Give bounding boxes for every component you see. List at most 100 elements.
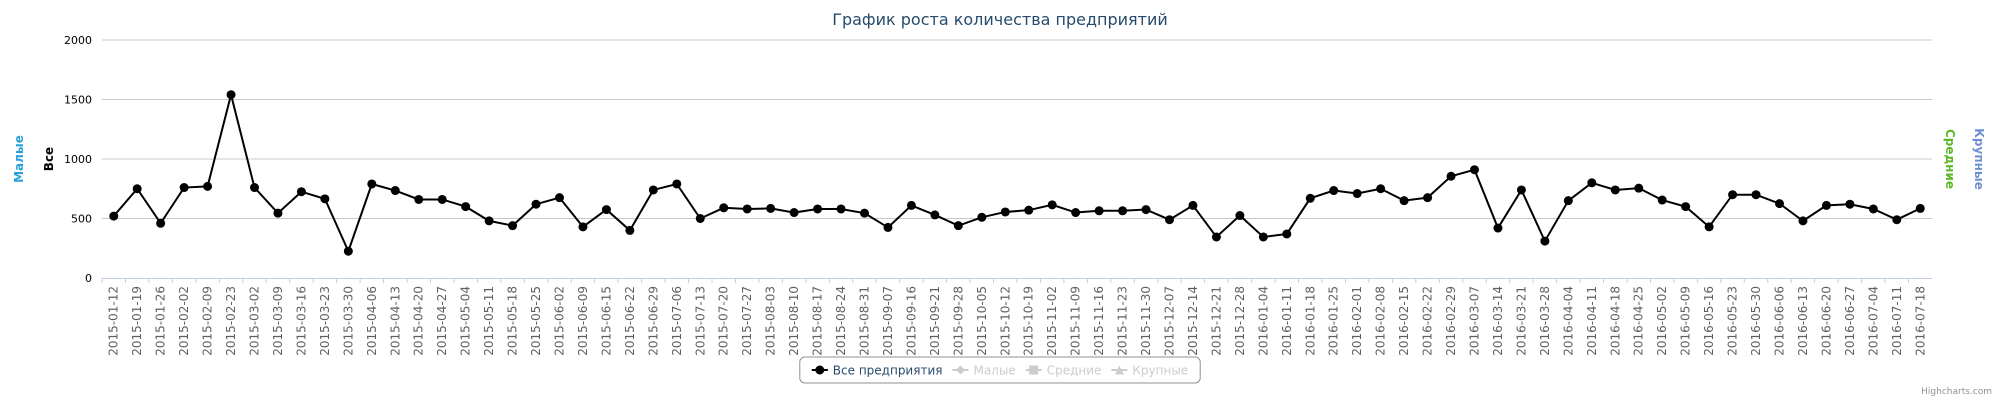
data-point — [977, 212, 987, 222]
x-tick-label: 2015-08-03 — [764, 286, 778, 356]
x-tick-label: 2015-08-17 — [811, 286, 825, 356]
data-point — [109, 211, 119, 221]
x-tick-label: 2015-10-19 — [1022, 286, 1036, 356]
legend-box — [799, 356, 1201, 384]
x-tick-label: 2015-05-04 — [459, 286, 473, 356]
data-point — [860, 208, 869, 218]
x-tick-label: 2015-03-23 — [318, 286, 332, 356]
x-tick-label: 2015-04-20 — [412, 286, 426, 356]
x-tick-label: 2016-01-11 — [1280, 286, 1294, 356]
x-tick-label: 2015-08-31 — [858, 286, 872, 356]
data-point — [132, 184, 142, 194]
x-tick-label: 2016-01-18 — [1303, 286, 1317, 356]
x-tick-label: 2015-03-30 — [341, 286, 355, 356]
x-tick-label: 2016-01-25 — [1327, 286, 1341, 356]
y-axis-title: Крупные — [1972, 128, 1986, 190]
x-tick-label: 2015-05-18 — [506, 286, 520, 356]
data-point — [1235, 211, 1245, 221]
data-point — [1563, 196, 1573, 206]
x-tick-label: 2015-01-26 — [154, 286, 168, 356]
data-point — [1634, 183, 1644, 193]
data-point — [1258, 232, 1268, 242]
x-tick-label: 2015-12-21 — [1209, 286, 1223, 356]
data-point — [1845, 199, 1855, 209]
data-point — [1329, 186, 1339, 196]
legend-label: Все предприятия — [833, 364, 943, 378]
data-point — [1681, 202, 1691, 212]
data-point — [953, 221, 963, 231]
data-point — [766, 203, 776, 213]
data-point — [343, 246, 353, 256]
x-tick-label: 2015-11-16 — [1092, 286, 1106, 356]
y-axis-title: Все — [42, 147, 56, 171]
data-point — [296, 187, 306, 197]
data-point — [1047, 200, 1057, 210]
x-tick-label: 2016-06-27 — [1843, 286, 1857, 356]
x-tick-label: 2015-04-27 — [435, 286, 449, 356]
x-tick-label: 2016-03-14 — [1491, 286, 1505, 356]
x-tick-label: 2015-06-09 — [576, 286, 590, 356]
x-tick-label: 2015-12-07 — [1163, 286, 1177, 356]
x-tick-label: 2015-04-06 — [365, 286, 379, 356]
x-tick-label: 2016-05-02 — [1655, 286, 1669, 356]
legend-item[interactable]: Крупные — [1111, 364, 1188, 378]
data-point — [695, 214, 705, 223]
data-point — [1071, 208, 1081, 218]
x-tick-label: 2015-02-02 — [177, 286, 191, 356]
x-tick-label: 2015-06-15 — [599, 286, 613, 356]
x-tick-label: 2015-11-30 — [1139, 286, 1153, 356]
x-tick-label: 2015-11-09 — [1069, 286, 1083, 356]
data-point — [437, 194, 447, 204]
x-tick-label: 2015-03-09 — [271, 286, 285, 356]
x-tick-label: 2015-05-11 — [482, 286, 496, 356]
x-tick-label: 2015-07-20 — [717, 286, 731, 356]
x-tick-label: 2015-08-24 — [834, 286, 848, 356]
x-tick-label: 2015-09-16 — [904, 286, 918, 356]
x-tick-label: 2016-05-30 — [1749, 286, 1763, 356]
x-tick-label: 2015-07-27 — [740, 286, 754, 356]
data-point — [1704, 222, 1714, 232]
data-point — [1094, 206, 1104, 216]
y-tick-label: 0 — [85, 272, 92, 285]
x-tick-label: 2015-06-02 — [553, 286, 567, 356]
data-point — [1211, 232, 1221, 242]
data-point — [1798, 216, 1808, 226]
data-point — [1915, 203, 1925, 213]
x-tick-label: 2015-05-25 — [529, 286, 543, 356]
data-point — [719, 203, 729, 213]
legend-label: Крупные — [1132, 364, 1188, 378]
data-point — [555, 193, 564, 203]
data-point — [203, 181, 213, 191]
data-point — [906, 200, 916, 210]
data-point — [1282, 229, 1292, 239]
legend-item[interactable]: Малые — [952, 364, 1016, 378]
x-tick-label: 2016-06-20 — [1819, 286, 1833, 356]
data-point — [1892, 215, 1902, 225]
x-tick-label: 2016-06-06 — [1773, 286, 1787, 356]
legend-item[interactable]: Средние — [1025, 364, 1102, 378]
legend: Все предприятия Малые Средние Крупные — [799, 356, 1201, 384]
y-tick-label: 1000 — [64, 153, 92, 166]
x-tick-label: 2015-03-02 — [248, 286, 262, 356]
x-tick-label: 2016-03-07 — [1468, 286, 1482, 356]
legend-symbol — [1029, 365, 1039, 375]
x-tick-label: 2015-02-23 — [224, 286, 238, 356]
x-tick-label: 2016-04-11 — [1585, 286, 1599, 356]
chart-title: График роста количества предприятий — [832, 10, 1168, 29]
x-tick-label: 2016-02-29 — [1444, 286, 1458, 356]
x-tick-label: 2016-05-23 — [1726, 286, 1740, 356]
data-point — [1305, 193, 1315, 203]
data-point — [1423, 193, 1433, 203]
data-point — [1141, 205, 1151, 215]
x-tick-label: 2016-02-01 — [1350, 286, 1364, 356]
y-axis-title: Средние — [1943, 129, 1957, 189]
x-tick-label: 2015-11-23 — [1116, 286, 1130, 356]
x-tick-label: 2016-05-09 — [1679, 286, 1693, 356]
data-point — [484, 216, 494, 226]
data-point — [836, 204, 846, 214]
legend-item[interactable]: Все предприятия — [811, 364, 943, 378]
credits[interactable]: Highcharts.com — [1921, 387, 1992, 397]
x-tick-label: 2015-06-22 — [623, 286, 637, 356]
x-tick-label: 2016-07-11 — [1890, 286, 1904, 356]
data-point — [1446, 171, 1456, 181]
